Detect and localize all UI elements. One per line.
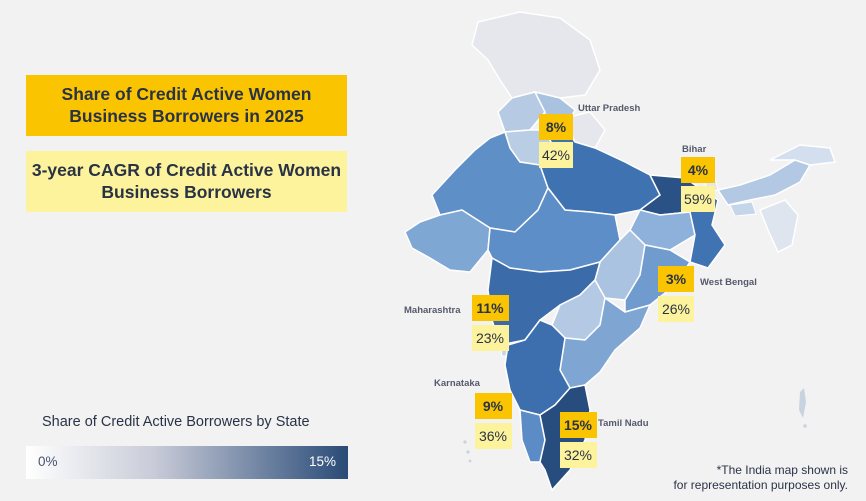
region-gujarat <box>404 209 491 273</box>
share-box-west-bengal <box>658 266 694 292</box>
cagr-legend-title: 3-year CAGR of Credit Active Women Busin… <box>31 160 342 202</box>
region-uttarakhand <box>563 111 606 149</box>
island-dot <box>468 459 472 463</box>
color-scale-bar: 0% 15% <box>26 446 348 479</box>
region-tripura-mizoram-manipur <box>759 199 799 254</box>
disclaimer-line-2: for representation purposes only. <box>673 478 848 492</box>
cagr-box-tamil-nadu <box>560 442 597 468</box>
share-box-maharashtra <box>472 295 509 321</box>
cagr-box-karnataka <box>475 423 512 449</box>
share-value-bihar: 4% <box>688 162 709 178</box>
region-meghalaya <box>729 201 757 217</box>
island-dot <box>466 450 470 454</box>
cagr-box-uttar-pradesh <box>539 142 573 168</box>
cagr-value-bihar: 59% <box>684 191 712 207</box>
share-box-uttar-pradesh <box>539 114 573 140</box>
share-value-tamil-nadu: 15% <box>564 417 593 433</box>
share-value-west-bengal: 3% <box>666 271 687 287</box>
island-dot <box>803 424 807 428</box>
share-box-karnataka <box>475 393 512 419</box>
share-legend-box: Share of Credit Active Women Business Bo… <box>26 75 347 136</box>
cagr-value-tamil-nadu: 32% <box>564 447 592 463</box>
share-legend-title: Share of Credit Active Women Business Bo… <box>61 84 312 126</box>
disclaimer-line-1: *The India map shown is <box>716 463 848 477</box>
cagr-box-bihar <box>681 186 715 212</box>
cagr-value-uttar-pradesh: 42% <box>542 147 570 163</box>
state-label-uttar-pradesh: Uttar Pradesh <box>578 103 640 114</box>
island-dot <box>463 440 467 444</box>
cagr-value-maharashtra: 23% <box>476 330 504 346</box>
color-scale-max-label: 15% <box>308 454 336 469</box>
state-label-karnataka: Karnataka <box>434 378 481 389</box>
color-scale-title: Share of Credit Active Borrowers by Stat… <box>42 414 310 430</box>
share-value-karnataka: 9% <box>483 398 504 414</box>
region-arunachal <box>769 144 837 166</box>
cagr-legend-box: 3-year CAGR of Credit Active Women Busin… <box>26 151 347 212</box>
region-andaman-islands <box>799 388 806 418</box>
cagr-value-karnataka: 36% <box>479 428 507 444</box>
share-value-uttar-pradesh: 8% <box>546 119 567 135</box>
state-label-bihar: Bihar <box>682 144 707 155</box>
share-value-maharashtra: 11% <box>476 300 504 316</box>
color-scale-min-label: 0% <box>38 454 58 469</box>
state-label-maharashtra: Maharashtra <box>404 305 461 316</box>
share-box-tamil-nadu <box>560 412 597 438</box>
region-assam <box>716 159 812 206</box>
map-disclaimer: *The India map shown is for representati… <box>673 463 848 493</box>
cagr-box-west-bengal <box>658 296 694 322</box>
cagr-box-maharashtra <box>472 325 509 351</box>
cagr-value-west-bengal: 26% <box>662 301 690 317</box>
region-north-kashmir <box>471 11 601 99</box>
state-label-west-bengal: West Bengal <box>700 277 757 288</box>
state-label-tamil-nadu: Tamil Nadu <box>598 418 649 429</box>
share-box-bihar <box>681 157 715 183</box>
